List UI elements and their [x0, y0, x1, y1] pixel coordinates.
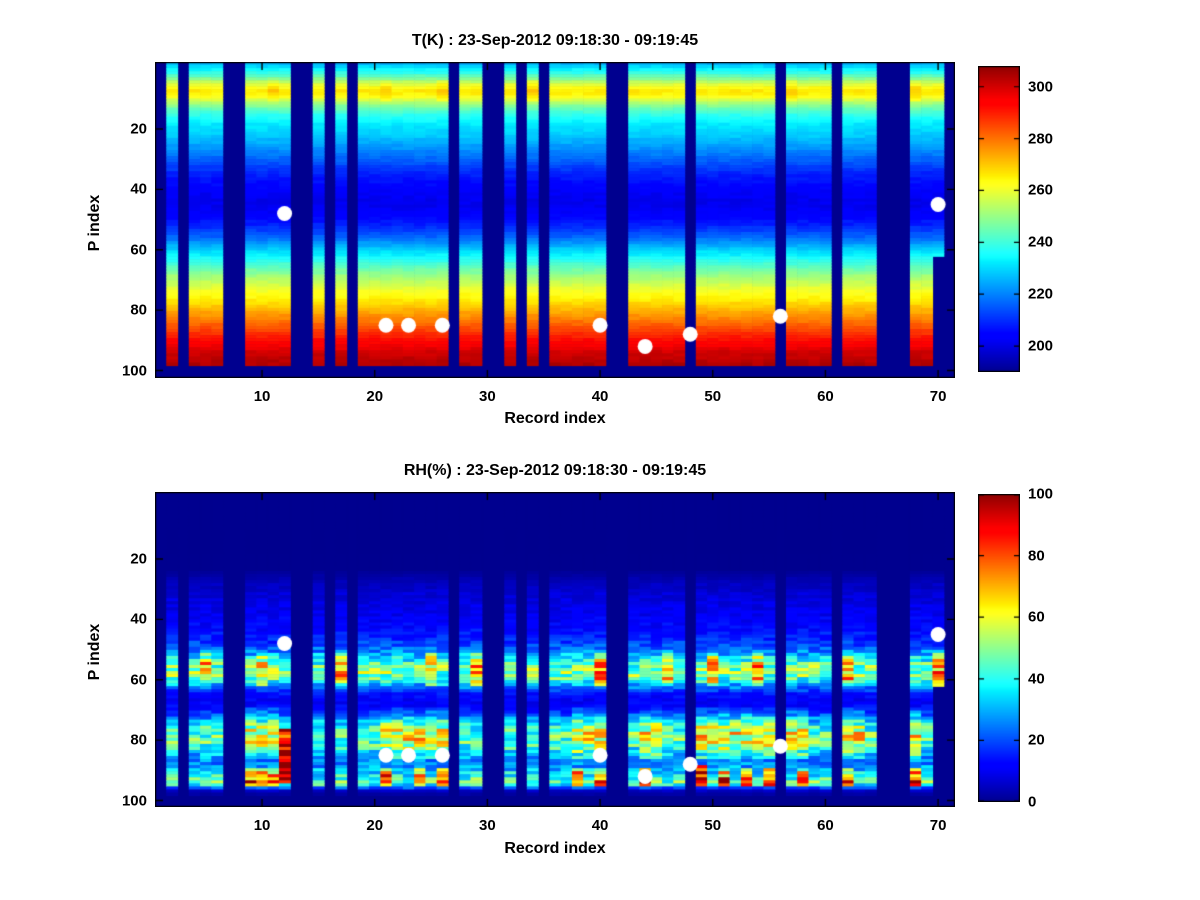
x-tick-label: 10 — [253, 817, 271, 834]
x-tick-label: 40 — [591, 388, 609, 405]
x-tick-label: 60 — [817, 388, 834, 405]
x-tick-label: 30 — [479, 817, 496, 834]
colorbar-tick-label: 100 — [1028, 485, 1054, 503]
y-tick-label: 20 — [130, 550, 147, 568]
colorbar-tick-label: 80 — [1028, 547, 1045, 565]
humidity-heatmap — [155, 492, 955, 807]
colorbar-tick-label: 20 — [1028, 731, 1045, 749]
temperature-heatmap — [155, 62, 955, 378]
colorbar-tick-label: 200 — [1028, 337, 1054, 355]
temperature-colorbar — [978, 66, 1020, 372]
x-tick-label: 20 — [366, 817, 384, 834]
colorbar-tick-label: 280 — [1028, 130, 1054, 148]
colorbar-tick-label: 0 — [1028, 793, 1037, 811]
plot2-title: RH(%) : 23-Sep-2012 09:18:30 - 09:19:45 — [403, 462, 707, 479]
x-tick-label: 20 — [366, 388, 384, 405]
plot2-xlabel: Record index — [504, 840, 606, 857]
x-tick-label: 40 — [591, 817, 609, 834]
colorbar-tick-label: 260 — [1028, 181, 1054, 199]
y-tick-label: 100 — [121, 362, 147, 380]
colorbar-tick-label: 240 — [1028, 233, 1054, 251]
x-tick-label: 30 — [479, 388, 496, 405]
x-tick-label: 70 — [929, 817, 947, 834]
y-tick-label: 80 — [130, 301, 147, 319]
colorbar-tick-label: 300 — [1028, 78, 1054, 96]
plot1-ylabel: P index — [86, 194, 103, 252]
y-tick-label: 60 — [130, 671, 147, 689]
x-tick-label: 10 — [253, 388, 271, 405]
y-tick-label: 20 — [130, 120, 147, 138]
y-tick-label: 60 — [130, 241, 147, 259]
x-tick-label: 70 — [929, 388, 947, 405]
y-tick-label: 40 — [130, 180, 147, 198]
x-tick-label: 50 — [704, 817, 722, 834]
colorbar-tick-label: 220 — [1028, 285, 1054, 303]
plot1-title: T(K) : 23-Sep-2012 09:18:30 - 09:19:45 — [411, 32, 699, 49]
plot2-ylabel: P index — [86, 623, 103, 681]
y-tick-label: 100 — [121, 792, 147, 810]
humidity-colorbar — [978, 494, 1020, 802]
colorbar-tick-label: 60 — [1028, 608, 1045, 626]
x-tick-label: 60 — [817, 817, 834, 834]
y-tick-label: 80 — [130, 731, 147, 749]
plot1-xlabel: Record index — [504, 410, 606, 427]
y-tick-label: 40 — [130, 610, 147, 628]
colorbar-tick-label: 40 — [1028, 670, 1045, 688]
x-tick-label: 50 — [704, 388, 722, 405]
